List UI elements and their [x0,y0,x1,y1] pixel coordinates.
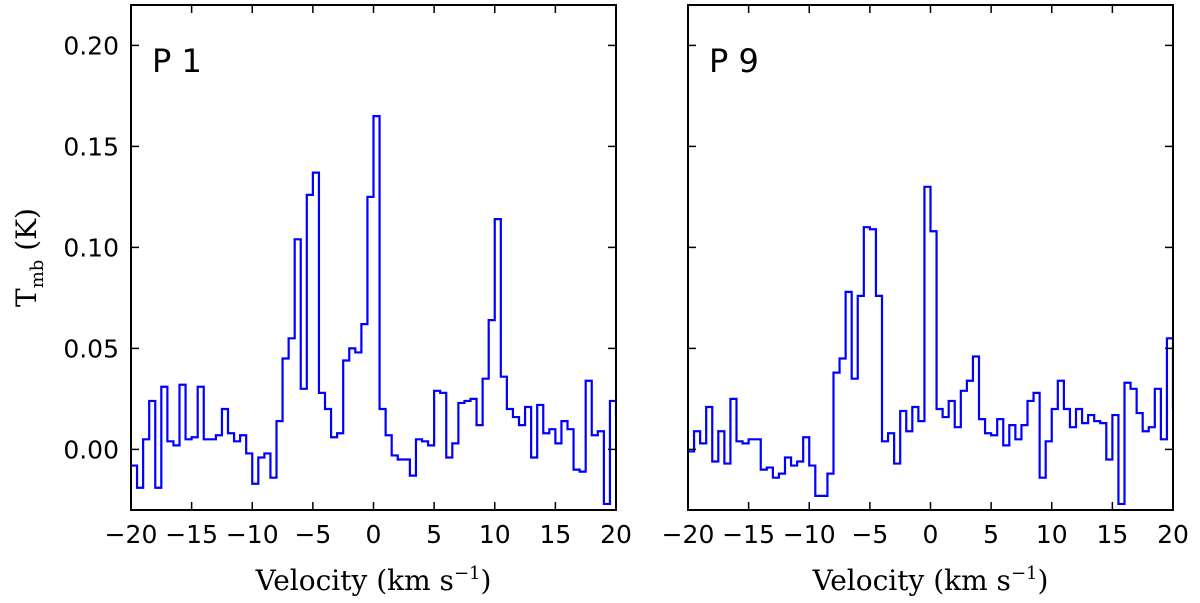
panel-p9: −20 −15 −10 −5 0 5 10 15 20 P 9 Velocity (km s−1) [662,4,1189,597]
plot-frame [687,4,1174,511]
x-tick-label: −10 [226,520,279,549]
series-line-p9 [688,185,1173,506]
x-tick-label: 10 [1036,520,1068,549]
y-tick-label: 0.05 [63,334,119,363]
series-line-p1 [131,115,616,506]
x-tick-label: 0 [366,520,382,549]
panel-p1: −20 −15 −10 −5 0 5 10 15 20 0.00 0.05 0.10 0.15 0.20 P… [10,4,632,597]
x-tick-label: −20 [662,520,715,549]
x-tick-label: −15 [722,520,775,549]
x-tick-label: 5 [426,520,442,549]
panel-label: P 1 [152,42,202,80]
y-axis-title: Tmb (K) [10,208,48,307]
y-tick-label: 0.15 [63,132,119,161]
y-tick-label: 0.00 [63,435,119,464]
x-tick-label: 15 [1096,520,1128,549]
x-axis-title: Velocity (km s−1) [812,563,1049,597]
x-tick-label: −15 [165,520,218,549]
y-tick-label: 0.20 [63,31,119,60]
x-tick-label: 20 [1157,520,1189,549]
y-tick-label: 0.10 [63,233,119,262]
x-tick-label: −20 [105,520,158,549]
x-tick-label: −10 [783,520,836,549]
x-tick-label: −5 [294,520,331,549]
x-tick-label: 5 [983,520,999,549]
x-tick-label: 20 [600,520,632,549]
panel-label: P 9 [709,42,759,80]
x-tick-label: −5 [851,520,888,549]
x-tick-label: 0 [923,520,939,549]
x-tick-label: 15 [539,520,571,549]
x-axis-title: Velocity (km s−1) [255,563,492,597]
x-tick-label: 10 [479,520,511,549]
